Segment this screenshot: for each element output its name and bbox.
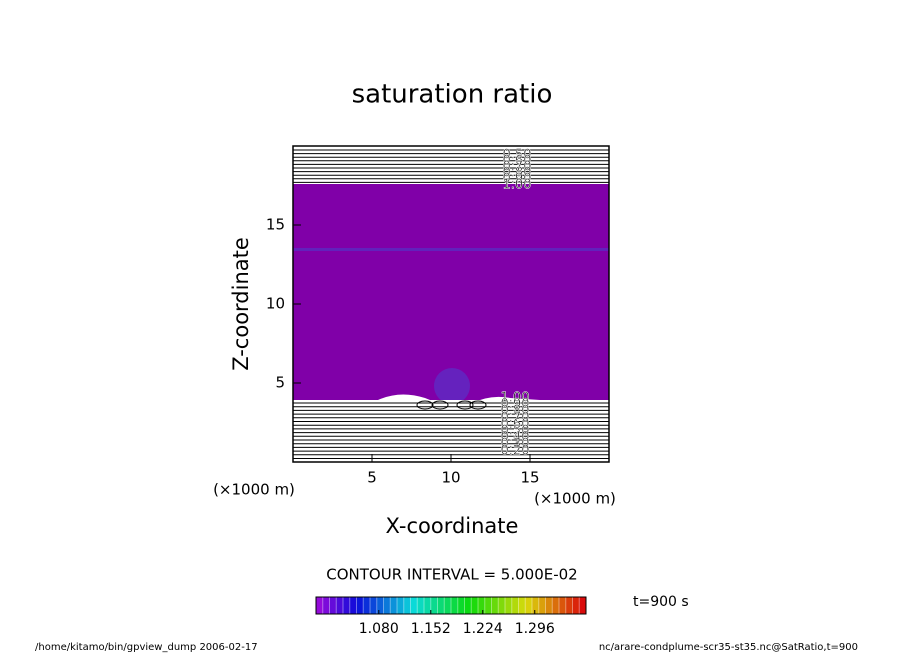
contour-loop [431,400,449,410]
colorbar-cell [397,597,405,614]
colorbar-cell [437,597,445,614]
colorbar-cell [538,597,546,614]
y-tick-label: 15 [266,216,285,234]
contour-label: 0.90 [503,172,532,187]
colorbar-cell [572,597,580,614]
colorbar-cell [552,597,560,614]
contour-loop [416,400,434,410]
y-unit: (×1000 m) [213,481,295,499]
contour-label: 0.60 [501,417,530,432]
colorbar-cell [417,597,425,614]
colorbar-cell [545,597,553,614]
colorbar-cell [518,597,526,614]
colorbar-cell [343,597,351,614]
colorbar-tick-label: 1.152 [411,621,451,637]
colorbar-cell [471,597,479,614]
colorbar-cell [322,597,330,614]
colorbar-frame [315,596,587,615]
x-axis-label: X-coordinate [386,514,519,538]
colorbar-tick-label: 1.080 [359,621,399,637]
colorbar-cell [579,597,587,614]
contour-loop [456,400,474,410]
colorbar-cell [424,597,432,614]
colorbar-cell [532,597,540,614]
colorbar-cell [491,597,499,614]
filled-region [293,184,609,400]
contour-label: 0.70 [501,410,530,425]
colorbar-cell [430,597,438,614]
contour-interval: CONTOUR INTERVAL = 5.000E-02 [326,566,577,584]
contour-label: 0.70 [503,160,532,175]
contour-label: 0.50 [503,148,532,163]
x-tick-label: 10 [441,469,460,487]
y-tick-label: 10 [266,295,285,313]
colorbar-cell [370,597,378,614]
colorbar-cell [316,597,324,614]
footer-right: nc/arare-condplume-scr35-st35.nc@SatRati… [599,642,858,653]
y-tick-label: 5 [275,374,285,392]
colorbar-cell [498,597,506,614]
plot-area: 0.500.600.700.800.901.001.000.900.800.70… [292,145,610,463]
colorbar-cell [511,597,519,614]
contour-label: 0.40 [501,430,530,445]
colorbar-cell [505,597,513,614]
contour-label: 0.60 [503,154,532,169]
footer-left: /home/kitamo/bin/gpview_dump 2006-02-17 [35,642,258,653]
colorbar-cell [410,597,418,614]
contour-label: 0.20 [501,443,530,458]
colorbar-cell [376,597,384,614]
colorbar-cell [565,597,573,614]
hill [293,394,609,404]
contour-label: 0.50 [501,424,530,439]
colorbar-cell [403,597,411,614]
x-tick-label: 5 [367,469,377,487]
contour-label: 1.00 [503,178,532,193]
colorbar-tick-label: 1.224 [463,621,503,637]
colorbar-cell [484,597,492,614]
colorbar-cell [383,597,391,614]
colorbar-cell [559,597,567,614]
x-tick-label: 15 [520,469,539,487]
colorbar-cell [363,597,371,614]
band [293,248,609,251]
colorbar-cell [390,597,398,614]
colorbar-cell [525,597,533,614]
colorbar-cell [336,597,344,614]
x-unit: (×1000 m) [534,490,616,508]
time-label: t=900 s [633,594,689,610]
colorbar-cell [464,597,472,614]
colorbar-cell [356,597,364,614]
colorbar-cell [444,597,452,614]
contour-label: 0.30 [501,437,530,452]
colorbar-cell [457,597,465,614]
contour-label: 1.00 [501,391,530,406]
contour-label: 0.80 [503,166,532,181]
chart-title: saturation ratio [352,80,553,110]
colorbar-cell [478,597,486,614]
contour-label: 0.90 [501,397,530,412]
colorbar-tick-label: 1.296 [515,621,555,637]
plume [434,368,470,404]
colorbar-cell [349,597,357,614]
colorbar-cell [329,597,337,614]
y-axis-label: Z-coordinate [229,237,253,371]
colorbar-cell [451,597,459,614]
contour-loop [469,400,487,410]
contour-label: 0.80 [501,404,530,419]
colorbar: 1.080 1.152 1.224 1.296 [315,596,587,637]
